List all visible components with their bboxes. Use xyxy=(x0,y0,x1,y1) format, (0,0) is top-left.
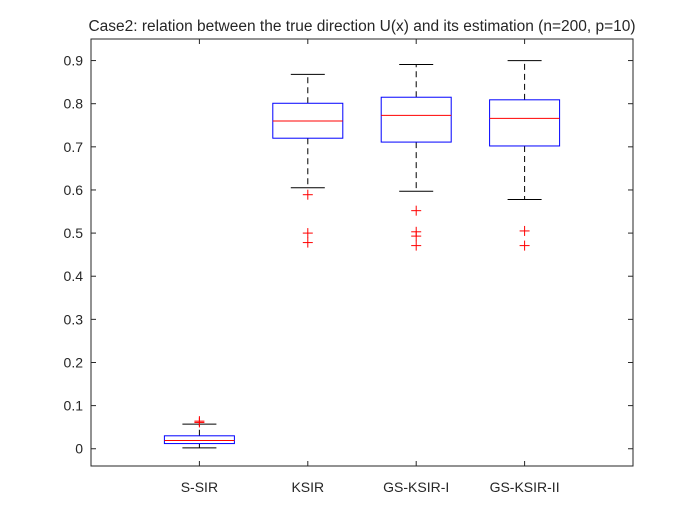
y-tick-label: 0.1 xyxy=(64,398,84,414)
y-axis: 0 0.1 0.2 0.3 0.4 0.5 0.6 0.7 0.8 0.9 xyxy=(64,53,633,457)
outlier-marker xyxy=(411,231,422,242)
outlier-marker xyxy=(411,240,422,251)
outlier-marker xyxy=(302,228,313,239)
x-tick-label: GS-KSIR-II xyxy=(490,479,560,495)
chart-title: Case2: relation between the true directi… xyxy=(88,18,635,35)
x-tick-label: S-SIR xyxy=(181,479,218,495)
y-tick-label: 0.8 xyxy=(64,96,84,112)
boxes xyxy=(163,60,561,449)
y-tick-label: 0 xyxy=(75,441,83,457)
box-ksir xyxy=(272,73,344,248)
outlier-marker xyxy=(194,416,205,427)
box-gs-ksir-ii xyxy=(489,60,561,251)
y-tick-label: 0.7 xyxy=(64,139,84,155)
y-tick-label: 0.3 xyxy=(64,311,84,327)
outlier-marker xyxy=(519,240,530,251)
iqr-box xyxy=(380,96,452,143)
box-s-sir xyxy=(163,416,235,449)
outlier-marker xyxy=(411,205,422,216)
outlier-marker xyxy=(302,237,313,248)
x-tick-label: GS-KSIR-I xyxy=(383,479,449,495)
y-tick-label: 0.5 xyxy=(64,225,84,241)
y-tick-label: 0.6 xyxy=(64,182,84,198)
outlier-marker xyxy=(519,225,530,236)
y-tick-label: 0.4 xyxy=(64,268,84,284)
iqr-box xyxy=(489,99,561,147)
x-axis: S-SIR KSIR GS-KSIR-I GS-KSIR-II xyxy=(181,39,560,495)
y-tick-label: 0.9 xyxy=(64,53,84,69)
outlier-marker xyxy=(302,189,313,200)
box-gs-ksir-i xyxy=(380,63,452,251)
y-tick-label: 0.2 xyxy=(64,354,84,370)
iqr-box xyxy=(163,435,235,445)
x-tick-label: KSIR xyxy=(291,479,324,495)
axes-frame xyxy=(90,38,634,467)
